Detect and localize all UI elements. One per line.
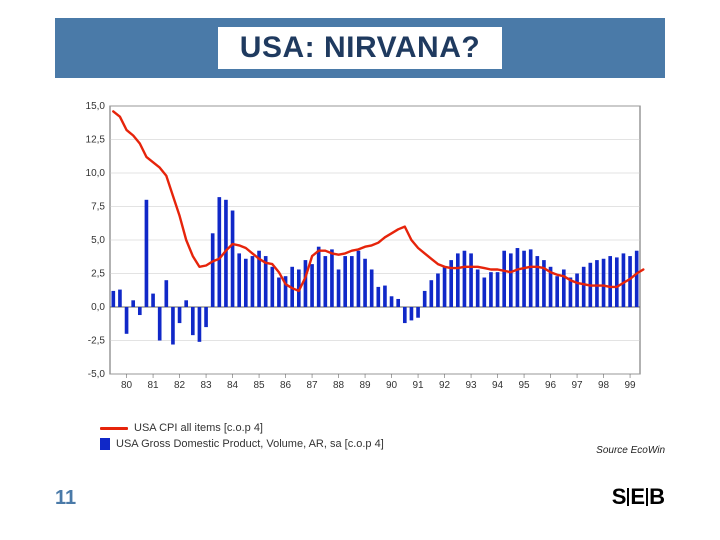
svg-text:91: 91 [413,380,425,391]
svg-text:82: 82 [174,380,186,391]
svg-text:92: 92 [439,380,451,391]
source-text: Source EcoWin [596,445,665,456]
page-number: 11 [55,487,76,510]
legend-bar-swatch [100,438,110,450]
svg-text:81: 81 [148,380,160,391]
svg-text:90: 90 [386,380,398,391]
svg-text:-2,5: -2,5 [88,336,106,347]
slide: USA: NIRVANA? -5,0 -2,5 0,0 2,5 5,0 7,5 10,0 12… [0,0,720,540]
svg-text:85: 85 [254,380,266,391]
legend-bar-row: USA Gross Domestic Product, Volume, AR, … [100,436,384,452]
legend-line-label: USA CPI all items [c.o.p 4] [134,420,263,436]
svg-text:99: 99 [625,380,637,391]
svg-text:88: 88 [333,380,345,391]
svg-text:5,0: 5,0 [91,235,105,246]
combo-chart: -5,0 -2,5 0,0 2,5 5,0 7,5 10,0 12,5 15,0 80 81 82 83… [70,100,650,400]
svg-text:83: 83 [201,380,213,391]
svg-text:10,0: 10,0 [86,168,106,179]
svg-text:86: 86 [280,380,292,391]
svg-text:93: 93 [466,380,478,391]
page-title: USA: NIRVANA? [218,27,502,69]
svg-text:94: 94 [492,380,504,391]
chart-area: -5,0 -2,5 0,0 2,5 5,0 7,5 10,0 12,5 15,0 80 81 82 83… [70,100,650,420]
svg-text:12,5: 12,5 [86,135,106,146]
svg-text:15,0: 15,0 [86,101,106,112]
svg-text:97: 97 [572,380,584,391]
svg-text:95: 95 [519,380,531,391]
svg-text:96: 96 [545,380,557,391]
legend-line-swatch [100,427,128,430]
svg-text:2,5: 2,5 [91,269,105,280]
seb-logo: SEB [612,484,665,510]
svg-text:0,0: 0,0 [91,302,105,313]
svg-text:89: 89 [360,380,372,391]
svg-text:-5,0: -5,0 [88,369,106,380]
legend-bar-label: USA Gross Domestic Product, Volume, AR, … [116,436,384,452]
svg-text:87: 87 [307,380,319,391]
svg-text:80: 80 [121,380,133,391]
title-band: USA: NIRVANA? [55,18,665,78]
legend-line-row: USA CPI all items [c.o.p 4] [100,420,384,436]
svg-text:7,5: 7,5 [91,202,105,213]
legend: USA CPI all items [c.o.p 4] USA Gross Do… [100,420,384,452]
svg-text:98: 98 [598,380,610,391]
svg-text:84: 84 [227,380,239,391]
